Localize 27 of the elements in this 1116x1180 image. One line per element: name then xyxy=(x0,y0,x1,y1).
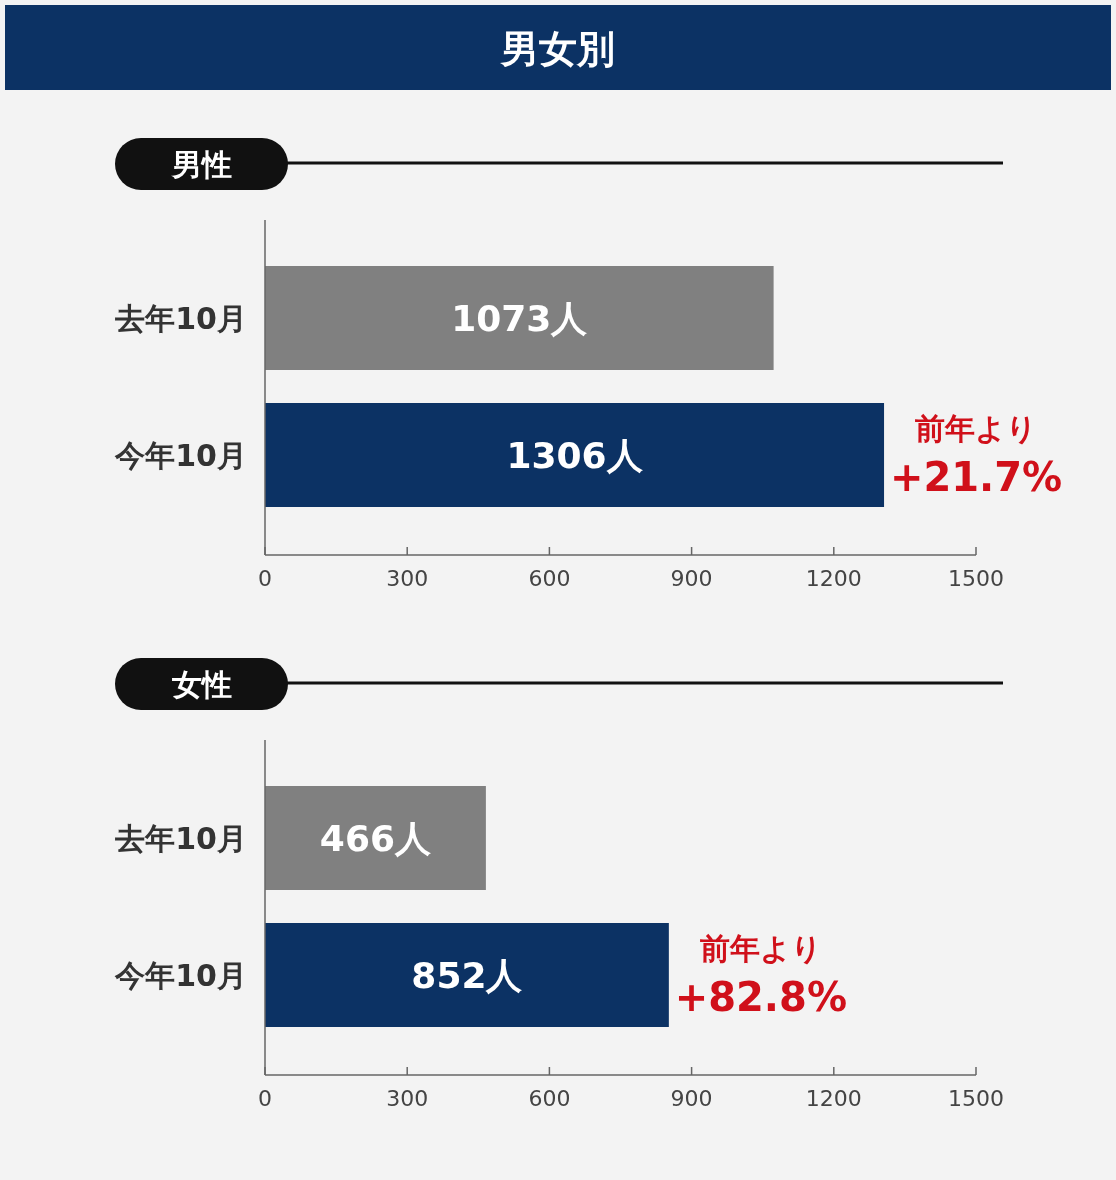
data-label: 1073人 xyxy=(451,298,588,339)
x-tick-label: 600 xyxy=(528,566,571,591)
data-label: 1306人 xyxy=(506,435,643,476)
y-tick-label: 去年10月 xyxy=(114,821,247,856)
x-tick-label: 300 xyxy=(386,1086,429,1111)
x-tick-label: 0 xyxy=(258,1086,272,1111)
x-tick-label: 1200 xyxy=(805,1086,862,1111)
data-label: 852人 xyxy=(411,955,523,996)
data-label: 466人 xyxy=(319,818,432,859)
x-tick-label: 1200 xyxy=(805,566,862,591)
x-tick-label: 1500 xyxy=(948,1086,1004,1111)
x-tick-label: 900 xyxy=(670,1086,713,1111)
chart-title: 男女別 xyxy=(500,27,615,71)
y-tick-label: 去年10月 xyxy=(114,301,247,336)
annotation: +21.7% xyxy=(889,454,1063,500)
x-tick-label: 1500 xyxy=(948,566,1004,591)
annotation: +82.8% xyxy=(674,974,847,1020)
y-tick-label: 今年10月 xyxy=(114,958,247,993)
y-tick-label: 今年10月 xyxy=(114,438,247,473)
x-tick-label: 600 xyxy=(528,1086,571,1111)
x-tick-label: 300 xyxy=(386,566,429,591)
annotation: 前年より xyxy=(699,931,822,966)
x-tick-label: 900 xyxy=(670,566,713,591)
chart-subtitle: 女性 xyxy=(171,667,232,702)
chart-subtitle: 男性 xyxy=(171,147,232,182)
x-tick-label: 0 xyxy=(258,566,272,591)
annotation: 前年より xyxy=(915,411,1038,446)
